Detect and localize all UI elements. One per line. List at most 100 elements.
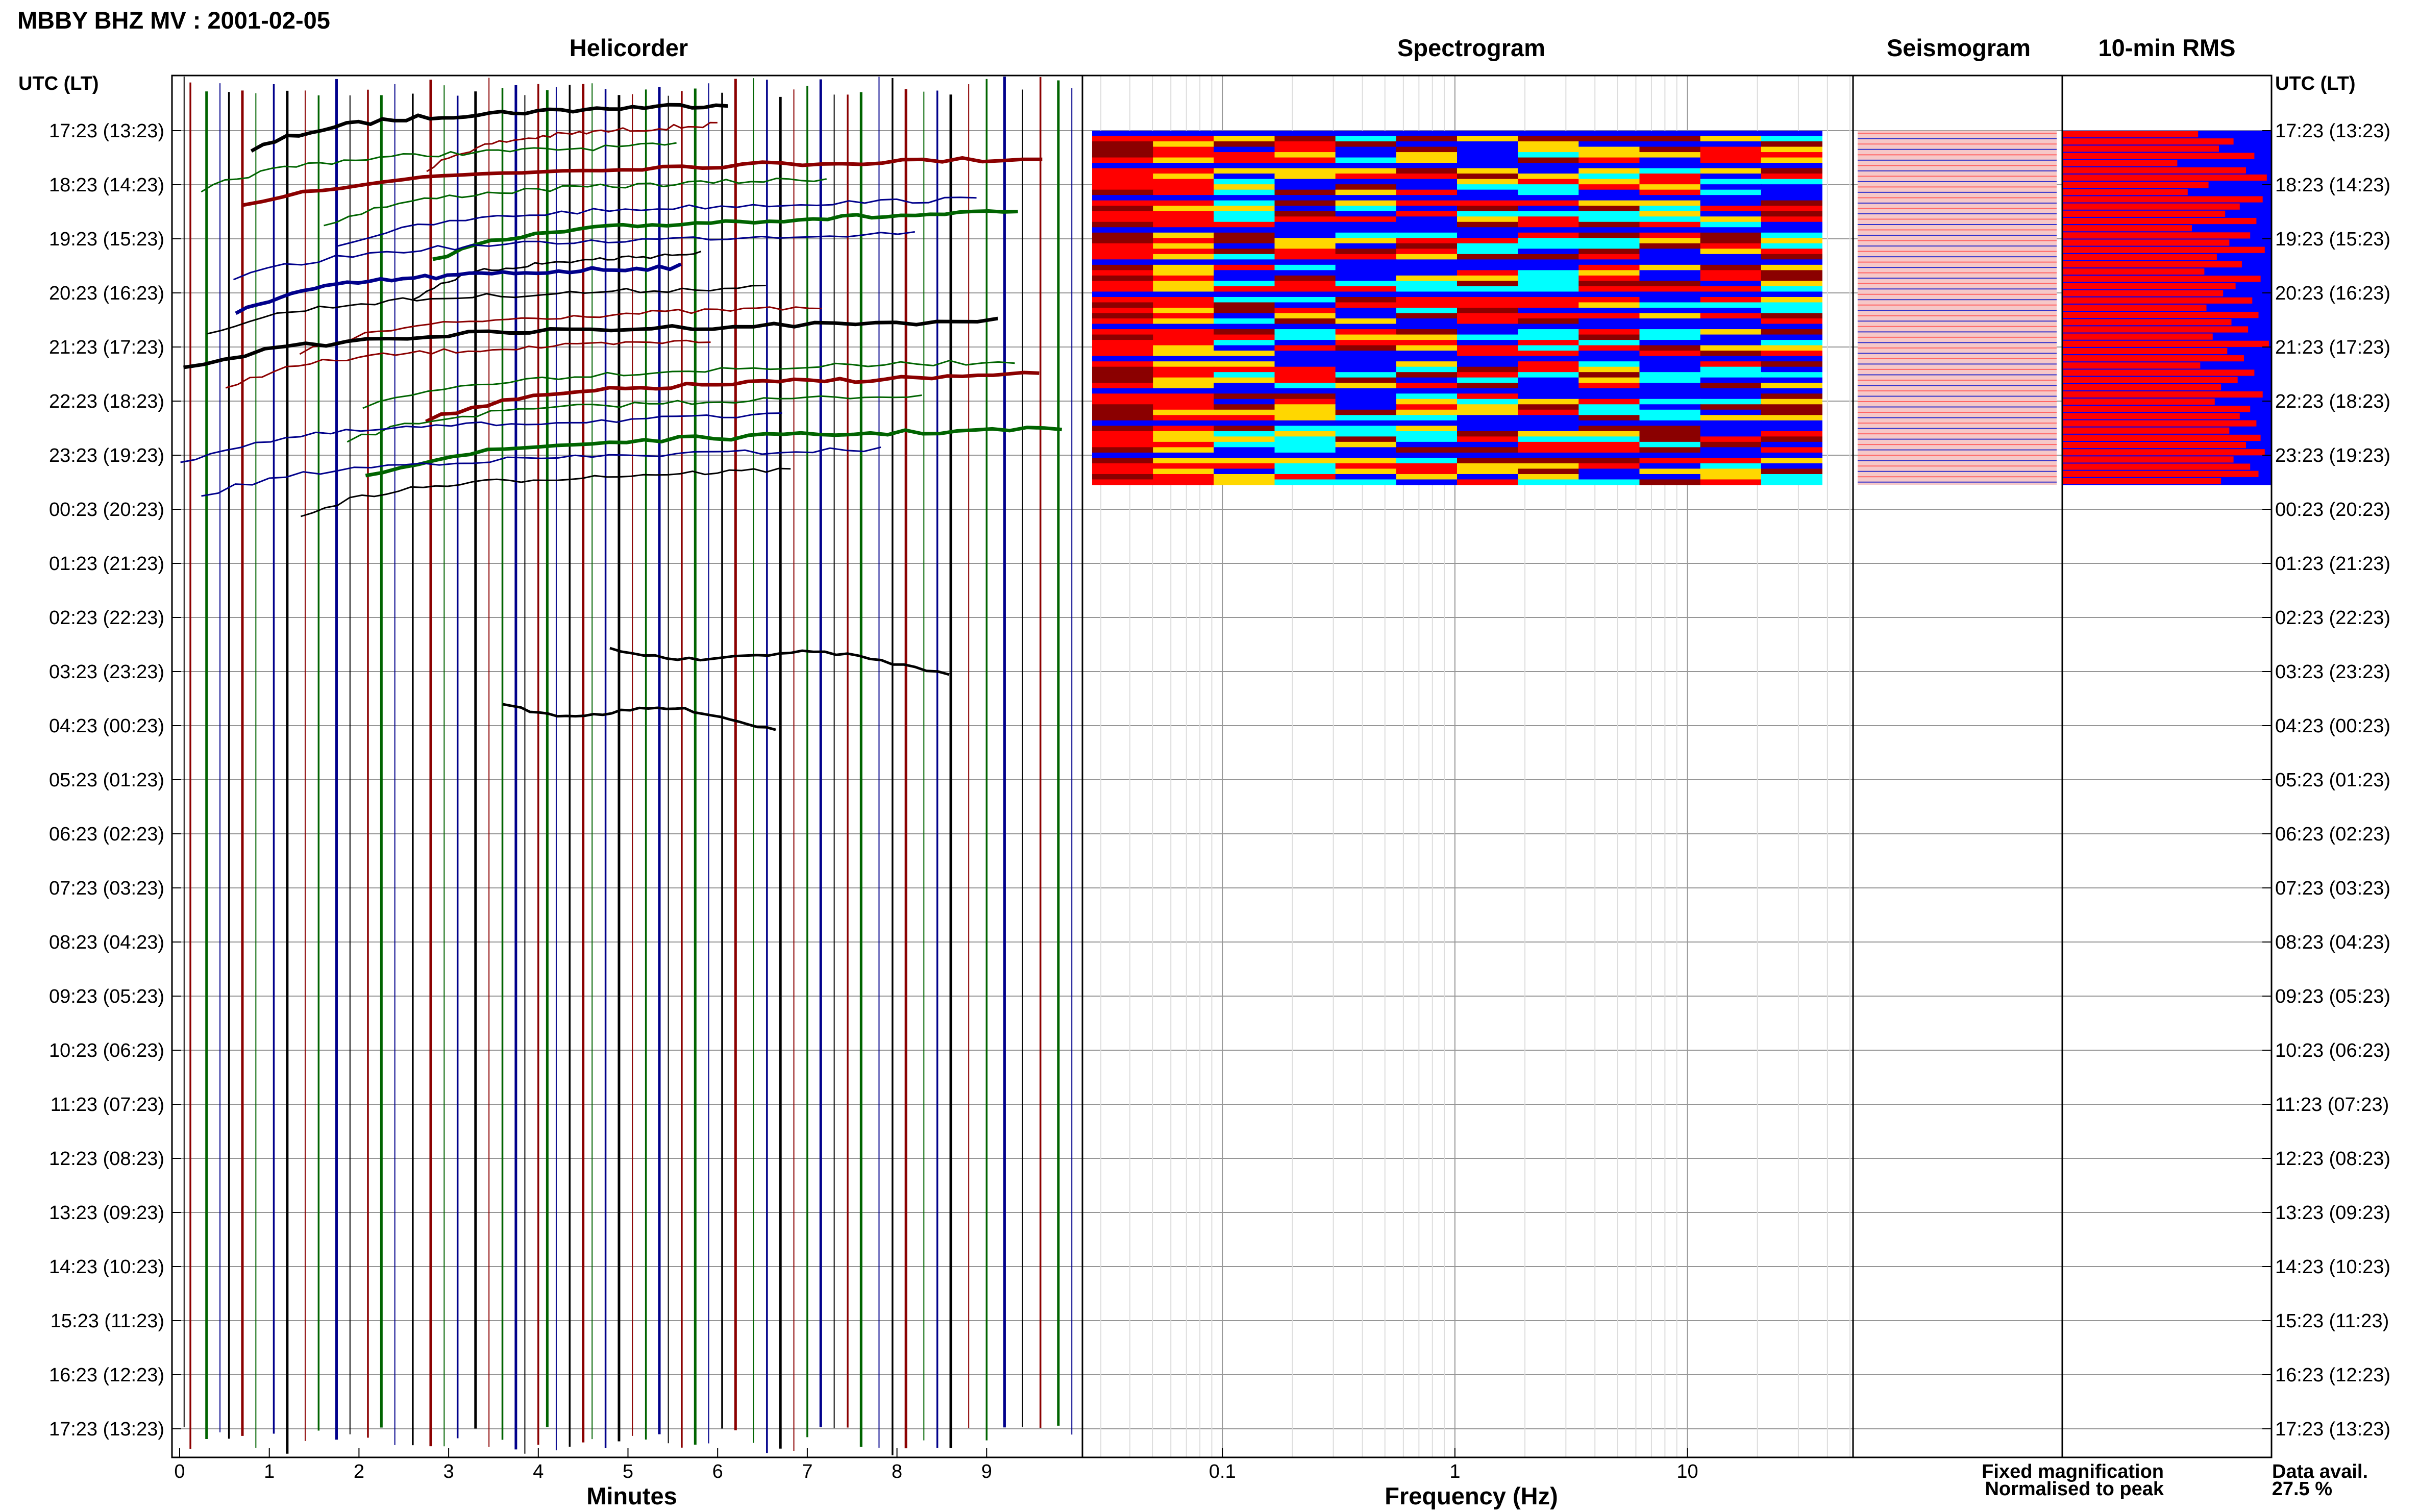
y-tick-label-right: 11:23 (07:23) bbox=[2275, 1094, 2389, 1116]
spectrogram-cell bbox=[1092, 157, 1154, 163]
trace-baseline bbox=[207, 285, 766, 335]
spectrogram-cell bbox=[1153, 452, 1215, 459]
spectrogram-cell bbox=[1396, 441, 1458, 448]
spectrogram-cell bbox=[1274, 275, 1336, 282]
spectrogram-cell bbox=[1518, 479, 1579, 485]
spectrogram-cell bbox=[1518, 474, 1579, 480]
spectrogram-cell bbox=[1396, 356, 1458, 362]
y-tick-label-left: 18:23 (14:23) bbox=[49, 175, 164, 196]
spectrogram-cell bbox=[1639, 254, 1701, 260]
spectrogram-cell bbox=[1274, 318, 1336, 325]
spectrogram-cell bbox=[1396, 426, 1458, 432]
spectrogram-cell bbox=[1153, 275, 1215, 282]
y-tick-label-right: 20:23 (16:23) bbox=[2275, 283, 2390, 304]
rms-bar-normalised bbox=[2063, 319, 2232, 326]
spectrogram-cell bbox=[1761, 308, 1822, 314]
spectrogram-cell bbox=[1153, 479, 1215, 485]
spectrogram-cell bbox=[1639, 383, 1701, 389]
spectrogram-cell bbox=[1639, 340, 1701, 346]
spectrogram-cell bbox=[1274, 388, 1336, 394]
spectrogram-cell bbox=[1578, 366, 1640, 373]
trace-baseline bbox=[201, 142, 677, 193]
spectrogram-cell bbox=[1457, 361, 1519, 367]
spectrogram-cell bbox=[1578, 318, 1640, 325]
rms-bar-normalised bbox=[2063, 138, 2234, 145]
spectrogram-cell bbox=[1578, 152, 1640, 158]
spectrogram-cell bbox=[1700, 452, 1762, 459]
spectrogram-cell bbox=[1518, 243, 1579, 249]
spectrogram-cell bbox=[1761, 415, 1822, 421]
spectrogram-cell bbox=[1274, 131, 1336, 137]
spectrogram-cell bbox=[1518, 189, 1579, 195]
spectrogram-cell bbox=[1457, 393, 1519, 400]
spectrogram-cell bbox=[1639, 291, 1701, 298]
spectrogram-cell bbox=[1335, 468, 1397, 475]
spectrogram-cell bbox=[1700, 308, 1762, 314]
spectrogram-cell bbox=[1457, 189, 1519, 195]
spectrogram-cell bbox=[1335, 324, 1397, 330]
spectrogram-cell bbox=[1761, 318, 1822, 325]
spectrogram-cell bbox=[1639, 351, 1701, 357]
spectrogram-cell bbox=[1214, 243, 1275, 249]
x-tick-label: 4 bbox=[533, 1461, 544, 1482]
spectrogram-cell bbox=[1335, 238, 1397, 244]
spectrogram-cell bbox=[1457, 184, 1519, 190]
spectrogram-cell bbox=[1274, 168, 1336, 174]
rms-bar-normalised bbox=[2063, 391, 2263, 398]
spectrogram-cell bbox=[1639, 431, 1701, 437]
spectrogram-cell bbox=[1153, 227, 1215, 233]
y-tick-label-left: 13:23 (09:23) bbox=[49, 1202, 164, 1224]
spectrogram-cell bbox=[1092, 399, 1154, 405]
spectrogram-cell bbox=[1335, 259, 1397, 265]
spectrogram-cell bbox=[1639, 420, 1701, 426]
spectrogram-cell bbox=[1761, 458, 1822, 464]
spectrogram-cell bbox=[1578, 227, 1640, 233]
spectrogram-cell bbox=[1214, 415, 1275, 421]
spectrogram-cell bbox=[1153, 136, 1215, 142]
spectrogram-cell bbox=[1700, 275, 1762, 282]
spectrogram-cell bbox=[1214, 329, 1275, 335]
spectrogram-cell bbox=[1457, 146, 1519, 153]
spectrogram-cell bbox=[1153, 232, 1215, 238]
spectrogram-cell bbox=[1518, 388, 1579, 394]
spectrogram-cell bbox=[1092, 270, 1154, 276]
spectrogram-cell bbox=[1092, 329, 1154, 335]
y-tick-label-right: 14:23 (10:23) bbox=[2275, 1256, 2390, 1278]
spectrogram-cell bbox=[1274, 184, 1336, 190]
spectrogram-cell bbox=[1457, 415, 1519, 421]
spectrogram-cell bbox=[1092, 189, 1154, 195]
y-tick-label-left: 22:23 (18:23) bbox=[49, 391, 164, 412]
spectrogram-cell bbox=[1214, 264, 1275, 270]
spectrogram-cell bbox=[1578, 463, 1640, 469]
spectrogram-cell bbox=[1761, 141, 1822, 147]
trace-baseline bbox=[300, 467, 791, 517]
spectrogram-cell bbox=[1457, 345, 1519, 351]
spectrogram-cell bbox=[1153, 340, 1215, 346]
spectrogram-cell bbox=[1274, 249, 1336, 255]
spectrogram-cell bbox=[1092, 232, 1154, 238]
spectrogram-cell bbox=[1639, 264, 1701, 270]
spectrogram-cell bbox=[1518, 399, 1579, 405]
spectrogram-cell bbox=[1396, 329, 1458, 335]
rms-bar-normalised bbox=[2063, 210, 2226, 217]
spectrogram-cell bbox=[1396, 216, 1458, 222]
x-tick-label: 9 bbox=[981, 1461, 992, 1482]
spectrogram-cell bbox=[1092, 296, 1154, 303]
spectrogram-cell bbox=[1092, 141, 1154, 147]
spectrogram-cell bbox=[1457, 308, 1519, 314]
spectrogram-cell bbox=[1335, 131, 1397, 137]
spectrogram-cell bbox=[1335, 351, 1397, 357]
spectrogram-cell bbox=[1153, 238, 1215, 244]
spectrogram-cell bbox=[1639, 436, 1701, 442]
spectrogram-cell bbox=[1092, 372, 1154, 378]
rms-bar-normalised bbox=[2063, 167, 2246, 173]
spectrogram-cell bbox=[1092, 340, 1154, 346]
spectrogram-cell bbox=[1639, 409, 1701, 415]
spectrogram-cell bbox=[1578, 168, 1640, 174]
spectrogram-cell bbox=[1335, 275, 1397, 282]
rms-bar-normalised bbox=[2063, 377, 2238, 383]
spectrogram-cell bbox=[1214, 157, 1275, 163]
spectrogram-cell bbox=[1639, 146, 1701, 153]
spectrogram-cell bbox=[1153, 366, 1215, 373]
trace-late bbox=[609, 647, 950, 676]
